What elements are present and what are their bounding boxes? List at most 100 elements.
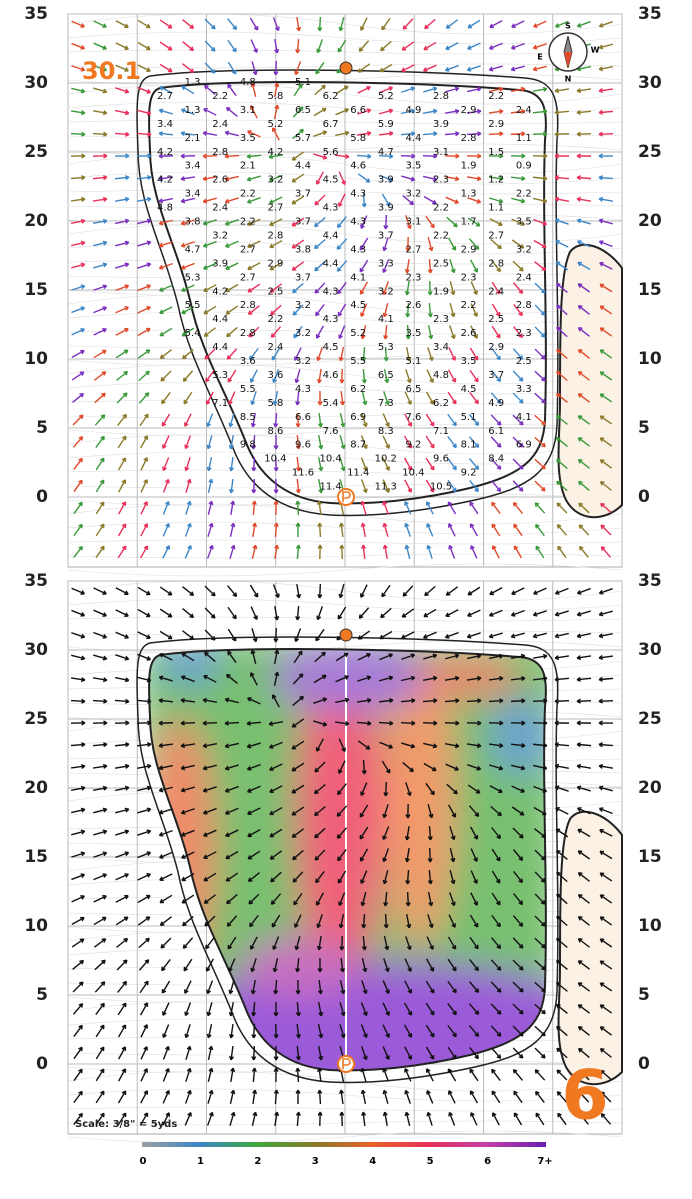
slope-arrow	[159, 916, 172, 926]
slope-arrow	[400, 153, 416, 159]
slope-value: 4.3	[323, 314, 339, 325]
slope-value: 4.8	[240, 77, 256, 88]
slope-arrow	[576, 20, 591, 28]
slope-arrow	[577, 872, 590, 882]
slope-arrow	[162, 1067, 170, 1082]
slope-arrow	[272, 936, 280, 951]
slope-arrow	[382, 237, 389, 252]
slope-arrow	[488, 720, 504, 726]
slope-arrow	[360, 1089, 367, 1104]
slope-arrow	[206, 1002, 213, 1017]
slope-arrow	[117, 545, 127, 559]
slope-arrow	[534, 480, 546, 492]
y-tick-label: 10	[24, 916, 48, 936]
y-tick-label: 25	[24, 142, 48, 162]
slope-arrow	[251, 1067, 257, 1083]
slope-arrow	[317, 1111, 323, 1127]
slope-arrow	[405, 302, 411, 318]
slope-arrow	[250, 672, 258, 686]
slope-arrow	[93, 284, 108, 291]
slope-arrow	[510, 676, 526, 682]
slope-value: 2.3	[405, 272, 421, 283]
slope-arrow	[334, 153, 350, 160]
slope-value: 2.1	[185, 133, 201, 144]
slope-arrow	[295, 522, 301, 538]
slope-arrow	[467, 86, 482, 93]
slope-arrow	[202, 240, 217, 248]
slope-arrow	[181, 894, 195, 904]
slope-arrow	[70, 110, 86, 116]
slope-arrow	[490, 238, 502, 250]
slope-arrow	[404, 501, 412, 515]
slope-arrow	[117, 1002, 127, 1016]
slope-arrow	[468, 436, 480, 448]
slope-value: 3.6	[240, 356, 256, 367]
slope-arrow	[292, 849, 304, 861]
slope-arrow	[73, 457, 83, 471]
slope-arrow	[382, 457, 390, 471]
slope-arrow	[405, 369, 412, 384]
slope-value: 4.3	[350, 244, 366, 255]
slope-arrow	[445, 653, 460, 660]
slope-arrow	[71, 240, 86, 247]
slope-arrow	[316, 606, 323, 621]
slope-arrow	[425, 457, 435, 471]
slope-arrow	[93, 349, 107, 359]
slope-value: 2.4	[516, 105, 532, 116]
slope-arrow	[313, 216, 326, 228]
y-tick-label: 25	[24, 709, 48, 729]
slope-value: 2.7	[488, 230, 504, 241]
slope-value: 4.4	[405, 133, 421, 144]
slope-arrow	[533, 785, 548, 793]
slope-arrow	[600, 502, 612, 514]
slope-arrow	[159, 327, 173, 337]
slope-arrow	[510, 65, 525, 72]
slope-value: 4.1	[516, 412, 532, 423]
slope-arrow	[578, 1047, 590, 1059]
slope-arrow	[510, 653, 526, 659]
slope-arrow	[356, 697, 372, 703]
slope-arrow	[383, 958, 390, 973]
slope-arrow	[577, 915, 590, 926]
slope-arrow	[534, 326, 546, 338]
slope-arrow	[136, 153, 152, 159]
slope-arrow	[555, 261, 569, 271]
slope-arrow	[338, 738, 346, 752]
slope-arrow	[316, 1067, 322, 1083]
slope-arrow	[447, 1046, 457, 1060]
slope-value: 5.1	[405, 356, 421, 367]
slope-arrow	[445, 42, 459, 51]
slope-value: 4.1	[350, 272, 366, 283]
slope-arrow	[381, 760, 391, 774]
slope-arrow	[94, 392, 106, 404]
slope-arrow	[317, 434, 324, 450]
slope-arrow	[381, 584, 391, 598]
slope-arrow	[380, 607, 392, 619]
slope-value: 2.4	[212, 119, 228, 130]
slope-value: 2.9	[461, 105, 477, 116]
slope-arrow	[491, 325, 501, 339]
slope-arrow	[382, 1046, 390, 1060]
slope-arrow	[491, 501, 501, 515]
slope-arrow	[185, 1045, 192, 1060]
y-tick-label: 30	[24, 640, 48, 660]
slope-arrow	[246, 175, 261, 182]
slope-arrow	[73, 1090, 83, 1104]
slope-arrow	[140, 523, 149, 537]
slope-value: 2.7	[240, 272, 256, 283]
slope-arrow	[598, 676, 614, 682]
slope-arrow	[115, 609, 129, 617]
slope-arrow	[335, 108, 350, 116]
slope-arrow	[93, 938, 107, 948]
slope-arrow	[422, 153, 438, 159]
slope-value: 4.2	[157, 147, 173, 158]
slope-arrow	[269, 239, 283, 249]
slope-arrow	[555, 1003, 568, 1014]
slope-value: 1.3	[185, 105, 201, 116]
slope-arrow	[449, 303, 456, 318]
slope-arrow	[183, 958, 193, 972]
hole-label: 30.1	[82, 57, 141, 85]
slope-arrow	[159, 586, 173, 596]
slope-arrow	[72, 414, 84, 426]
slope-arrow	[158, 698, 174, 704]
